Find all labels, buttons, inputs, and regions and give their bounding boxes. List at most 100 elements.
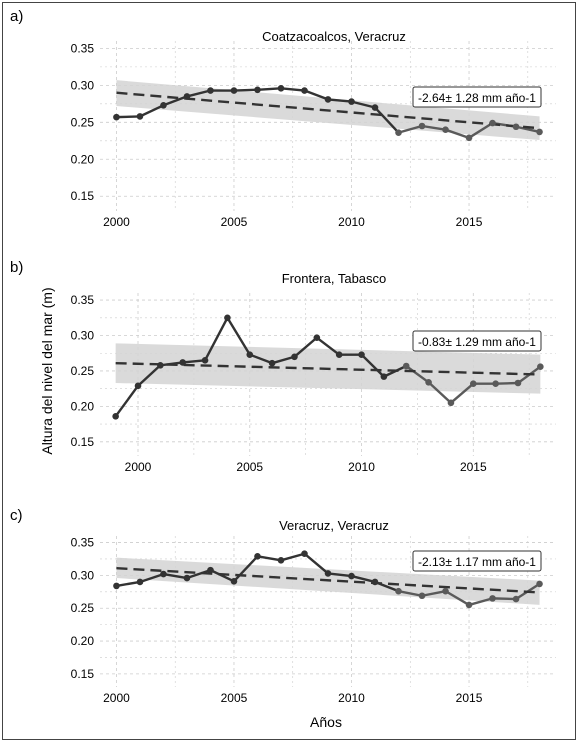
y-tick-label: 0.25 — [71, 364, 95, 378]
data-point — [371, 104, 379, 111]
x-tick-label: 2000 — [125, 460, 152, 474]
series-segment — [279, 87, 306, 92]
data-point — [489, 595, 496, 602]
series-segment — [397, 124, 424, 134]
series-segment — [326, 98, 353, 103]
series-segment — [256, 87, 283, 91]
series-segment — [350, 100, 377, 109]
series-segment — [162, 95, 189, 107]
series-segment — [303, 552, 330, 575]
data-point — [277, 556, 285, 564]
series-segment — [248, 353, 274, 365]
annotation-text: -2.64± 1.28 mm año-1 — [418, 91, 536, 105]
panel-2: b) Frontera, Tabasco 2000 2005 2010 2015 0.15 0… — [10, 259, 556, 474]
y-tick-label: 0.15 — [71, 189, 95, 203]
series-segment — [136, 364, 162, 388]
series-segment — [185, 568, 212, 580]
data-point — [157, 361, 164, 369]
trend-annotation: -0.83± 1.29 mm año-1 — [412, 330, 542, 352]
panel-title: Coatzacoalcos, Veracruz — [262, 29, 406, 44]
x-tick-label: 2010 — [338, 215, 365, 229]
x-axis-title: Años — [310, 714, 342, 730]
data-point — [348, 98, 355, 105]
y-tick-label: 0.20 — [71, 399, 95, 413]
series-segment — [494, 381, 520, 385]
x-tick-label: 2005 — [221, 215, 248, 229]
y-tick-label: 0.30 — [71, 78, 95, 92]
trend-annotation: -2.64± 1.28 mm año-1 — [412, 86, 542, 108]
annotation-box — [412, 330, 542, 352]
data-point — [230, 87, 238, 94]
series-segment — [162, 572, 189, 580]
data-point — [207, 87, 214, 94]
data-point — [268, 359, 276, 367]
data-point — [201, 357, 209, 364]
series-segment — [256, 555, 283, 562]
series-segment — [315, 336, 341, 356]
series-segment — [449, 382, 475, 405]
data-point — [230, 578, 238, 585]
panel-letter: a) — [10, 8, 23, 25]
x-tick-label: 2010 — [338, 691, 365, 705]
annotation-box — [412, 86, 542, 108]
data-point — [492, 380, 499, 388]
data-point — [358, 351, 365, 358]
x-tick-label: 2010 — [348, 460, 375, 474]
data-point — [301, 550, 308, 558]
x-tick-label: 2000 — [103, 215, 130, 229]
series-segment — [279, 552, 306, 562]
data-point — [447, 399, 455, 407]
series-segment — [138, 104, 165, 118]
y-axis-title: Altura del nivel del mar (m) — [39, 287, 55, 454]
y-tick-label: 0.20 — [71, 152, 95, 166]
y-tick-label: 0.30 — [71, 329, 95, 343]
trend-annotation: -2.13± 1.17 mm año-1 — [412, 550, 542, 572]
data-point — [512, 123, 520, 131]
data-point — [160, 102, 167, 109]
y-tick-label: 0.35 — [71, 293, 95, 307]
x-tick-label: 2015 — [456, 215, 483, 229]
series-segment — [138, 572, 165, 584]
series-segment — [350, 574, 377, 584]
data-point — [179, 359, 187, 366]
data-point — [489, 119, 496, 127]
series-segment — [232, 88, 259, 92]
series-segment — [293, 336, 319, 358]
series-segment — [405, 364, 430, 384]
series-segment — [397, 589, 424, 597]
data-point — [246, 351, 254, 358]
data-point — [395, 129, 402, 136]
panel-title: Veracruz, Veracruz — [279, 518, 389, 533]
data-point — [512, 595, 520, 603]
data-point — [536, 128, 543, 136]
panel-3: c) Veracruz, Veracruz 2000 2005 2010 2015 0.15… — [10, 507, 556, 705]
series-segment — [373, 106, 400, 134]
data-point — [301, 87, 308, 94]
data-point — [113, 113, 120, 121]
data-point — [425, 378, 432, 386]
panel-1: a) Coatzacoalcos, Veracruz 2000 2005 2010 201… — [10, 8, 556, 229]
annotation-box — [412, 550, 542, 572]
data-point — [324, 570, 332, 577]
data-point — [514, 379, 522, 387]
series-segment — [360, 353, 386, 378]
data-point — [113, 582, 120, 590]
series-segment — [226, 316, 251, 356]
data-point — [537, 363, 544, 371]
data-point — [134, 382, 142, 390]
y-tick-label: 0.25 — [71, 115, 95, 129]
data-point — [371, 578, 379, 586]
series-segment — [444, 128, 471, 140]
series-segment — [444, 589, 471, 607]
y-tick-label: 0.35 — [71, 41, 95, 55]
trend-line — [116, 566, 540, 594]
data-point — [380, 373, 388, 380]
series-segment — [491, 597, 518, 601]
data-point — [160, 570, 167, 578]
data-point — [348, 572, 355, 580]
data-point — [442, 587, 449, 595]
data-point — [324, 96, 332, 103]
data-point — [313, 334, 321, 341]
